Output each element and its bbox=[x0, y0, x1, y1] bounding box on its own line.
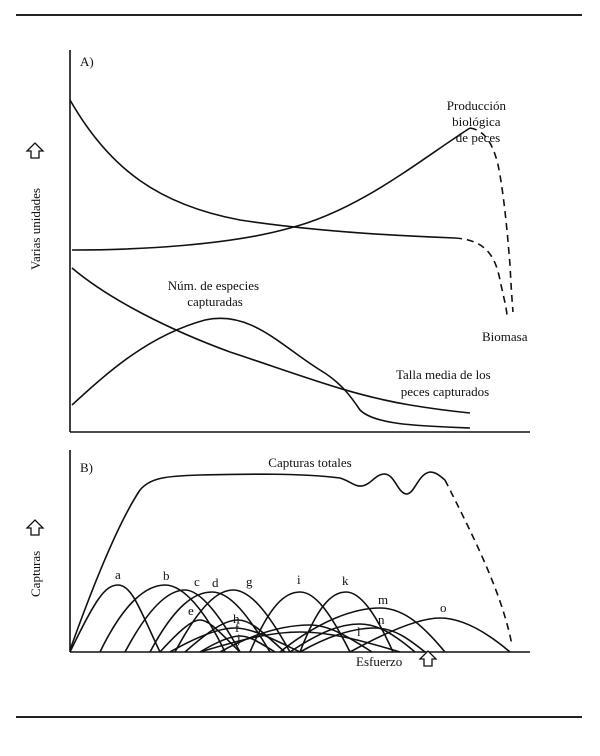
curve-capturas-totales-tail bbox=[444, 479, 513, 646]
panel-a-y-arrow-icon bbox=[25, 142, 45, 159]
curve-capturas-totales bbox=[69, 471, 446, 651]
species-label-l: l bbox=[357, 624, 361, 639]
species-curve-o bbox=[349, 617, 511, 653]
species-label-o: o bbox=[440, 600, 447, 615]
bottom-rule bbox=[16, 716, 582, 718]
species-label-f: f bbox=[235, 620, 240, 635]
panel-b-label: B) bbox=[80, 460, 93, 475]
curve-biomasa bbox=[69, 99, 456, 239]
curve-biomasa-tail bbox=[454, 237, 508, 316]
species-label-c: c bbox=[194, 574, 200, 589]
species-label-k: k bbox=[342, 573, 349, 588]
curve-especies bbox=[71, 317, 471, 429]
species-label-g: g bbox=[246, 574, 253, 589]
species-label-i: i bbox=[297, 572, 301, 587]
species-curve-m bbox=[279, 607, 446, 653]
panel-b-x-axis-label: Esfuerzo bbox=[356, 654, 402, 669]
panel-b-x-arrow-icon bbox=[418, 650, 438, 667]
panel-a-y-axis-label-group: Varias unidades bbox=[25, 142, 45, 270]
species-curve-n bbox=[299, 627, 426, 653]
label-talla: Talla media de los peces capturados bbox=[396, 367, 494, 399]
species-label-a: a bbox=[115, 567, 121, 582]
curve-talla bbox=[71, 267, 471, 414]
species-curve-b bbox=[99, 584, 226, 653]
species-curve-i-low bbox=[199, 635, 276, 653]
panel-b-y-arrow-icon bbox=[25, 519, 45, 536]
species-curve-j bbox=[199, 631, 401, 653]
label-especies: Núm. de especies capturadas bbox=[168, 278, 263, 309]
panel-b-y-axis-label-group: Capturas bbox=[25, 519, 45, 597]
label-biomasa: Biomasa bbox=[482, 329, 528, 344]
species-curve-k bbox=[299, 591, 394, 653]
species-curve-i bbox=[249, 591, 351, 653]
panel-a: A) Varias unidades Producción biológica … bbox=[25, 50, 530, 433]
panel-b-y-axis-label: Capturas bbox=[28, 551, 43, 597]
species-curve-c bbox=[124, 589, 241, 653]
species-label-n: n bbox=[378, 612, 385, 627]
species-curve-h bbox=[184, 619, 286, 653]
species-curve-d bbox=[149, 591, 271, 653]
species-label-e: e bbox=[188, 603, 194, 618]
species-curve-g bbox=[174, 589, 291, 653]
species-curve-l bbox=[289, 623, 416, 653]
panel-a-label: A) bbox=[80, 54, 94, 69]
species-label-b: b bbox=[163, 568, 170, 583]
species-label-d: d bbox=[212, 575, 219, 590]
species-curve-f bbox=[169, 627, 301, 653]
species-curve-p bbox=[219, 624, 373, 653]
curve-produccion-tail bbox=[469, 127, 514, 313]
label-capturas-totales: Capturas totales bbox=[268, 455, 351, 470]
species-label-m: m bbox=[378, 592, 388, 607]
label-produccion: Producción biológica de peces bbox=[447, 98, 509, 145]
top-rule bbox=[16, 14, 582, 16]
curve-produccion bbox=[71, 127, 471, 251]
species-label-j: j bbox=[236, 631, 241, 646]
panel-a-y-axis-label: Varias unidades bbox=[28, 188, 43, 270]
panel-b: B) Capturas totales Capturas Esfuerzo a … bbox=[25, 450, 530, 669]
species-curve-e bbox=[159, 619, 241, 653]
species-label-h: h bbox=[233, 611, 240, 626]
